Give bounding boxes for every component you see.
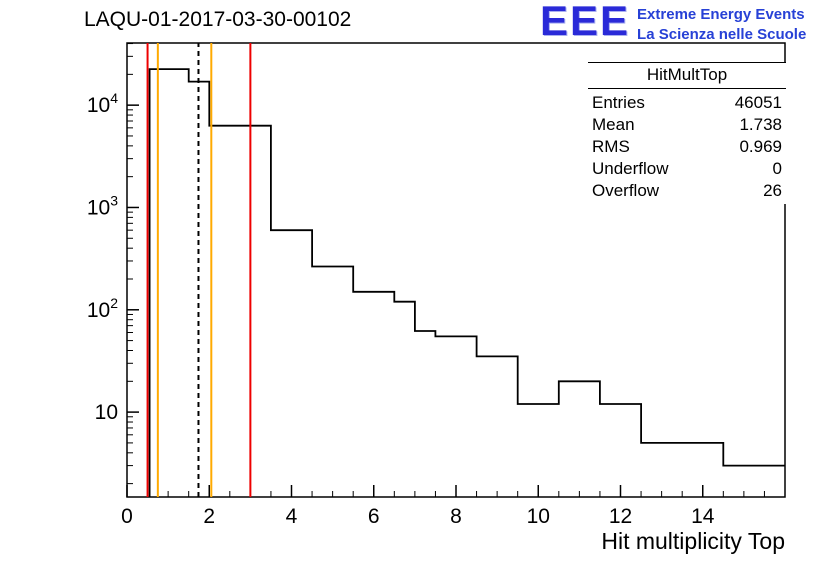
stats-label: Entries: [592, 93, 645, 112]
stats-row-mean: Mean 1.738: [592, 114, 782, 136]
stats-row-entries: Entries 46051: [592, 92, 782, 114]
x-tick-label: 14: [691, 505, 715, 528]
y-tick-label: 10: [95, 401, 118, 424]
x-axis-title: Hit multiplicity Top: [601, 528, 785, 554]
eee-logo-text: Extreme Energy Events La Scienza nelle S…: [637, 2, 806, 44]
stats-box-title: HitMultTop: [588, 63, 786, 89]
x-tick-label: 12: [609, 505, 632, 528]
y-tick-label: 102: [87, 295, 118, 322]
stats-value: 0: [772, 159, 782, 178]
stats-label: Underflow: [592, 159, 669, 178]
x-tick-label: 10: [527, 505, 550, 528]
stats-row-overflow: Overflow 26: [592, 180, 782, 202]
stats-row-rms: RMS 0.969: [592, 136, 782, 158]
eee-logo: EEE Extreme Energy Events La Scienza nel…: [540, 0, 806, 44]
stats-box: HitMultTop Entries 46051 Mean 1.738 RMS …: [588, 62, 786, 204]
stats-rows: Entries 46051 Mean 1.738 RMS 0.969 Under…: [588, 89, 786, 204]
stats-value: 26: [763, 181, 782, 200]
x-tick-label: 8: [450, 505, 462, 528]
stats-value: 0.969: [739, 137, 782, 156]
y-tick-label: 103: [87, 192, 118, 219]
eee-logo-line1: Extreme Energy Events: [637, 6, 805, 23]
stats-label: Mean: [592, 115, 635, 134]
x-tick-label: 2: [203, 505, 215, 528]
stats-value: 46051: [734, 93, 782, 112]
stats-row-underflow: Underflow 0: [592, 158, 782, 180]
x-tick-label: 0: [121, 505, 133, 528]
eee-logo-letters: EEE: [540, 0, 631, 44]
stats-value: 1.738: [739, 115, 782, 134]
stats-label: Overflow: [592, 181, 660, 200]
histogram-line: [148, 68, 785, 497]
stats-label: RMS: [592, 137, 630, 156]
plot-title: LAQU-01-2017-03-30-00102: [84, 8, 352, 31]
y-tick-label: 104: [87, 90, 118, 117]
x-tick-label: 4: [286, 505, 298, 528]
x-tick-label: 6: [368, 505, 380, 528]
eee-logo-line2: La Scienza nelle Scuole: [637, 25, 807, 43]
